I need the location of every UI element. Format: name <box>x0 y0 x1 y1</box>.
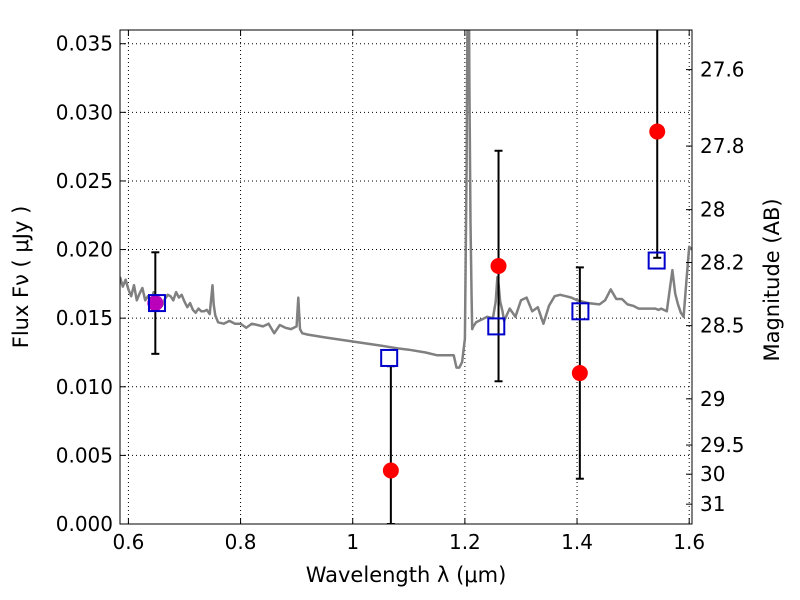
y-tick-label: 0.025 <box>56 169 113 193</box>
x-tick-label: 1.4 <box>561 530 593 554</box>
plot-background <box>120 30 692 524</box>
x-tick-label: 1 <box>346 530 359 554</box>
y-tick-label: 0.000 <box>56 512 113 536</box>
magnitude-axis-ticks: 27.6 27.8 28 28.2 28.5 29 29.5 30 31 <box>686 58 745 516</box>
x-tick-label: 1.6 <box>673 530 705 554</box>
model-point <box>380 348 399 367</box>
magnitude-tick-label: 29.5 <box>700 433 745 457</box>
x-tick-label: 0.8 <box>225 530 257 554</box>
observed-point <box>490 258 507 275</box>
magnitude-tick-label: 29 <box>700 387 725 411</box>
model-points <box>148 251 666 367</box>
model-point <box>647 251 666 270</box>
y-tick-label: 0.030 <box>56 100 113 124</box>
y-tick-label: 0.015 <box>56 306 113 330</box>
magnitude-tick-label: 30 <box>700 462 725 486</box>
y-axis-ticks: 0.000 0.005 0.010 0.015 0.020 0.025 0.030 0.035 <box>56 32 126 536</box>
x-tick-label: 0.6 <box>113 530 145 554</box>
y-tick-label: 0.035 <box>56 32 113 56</box>
magnitude-tick-label: 28 <box>700 198 725 222</box>
model-point <box>571 302 590 321</box>
spectrum-line <box>120 30 692 369</box>
y-tick-label: 0.020 <box>56 238 113 262</box>
y-tick-label: 0.010 <box>56 375 113 399</box>
magnitude-axis-label: Magnitude (AB) <box>760 198 784 361</box>
model-point <box>148 294 167 313</box>
observed-point <box>571 365 588 382</box>
x-axis-label: Wavelength λ (μm) <box>306 563 507 587</box>
magnitude-tick-label: 28.2 <box>700 251 745 275</box>
magnitude-tick-label: 31 <box>700 492 725 516</box>
x-tick-label: 1.2 <box>449 530 481 554</box>
y-tick-label: 0.005 <box>56 443 113 467</box>
magnitude-tick-label: 28.5 <box>700 314 745 338</box>
magnitude-tick-label: 27.8 <box>700 134 745 158</box>
y-axis-label: Flux Fν ( μJy ) <box>9 206 33 349</box>
observed-point <box>649 123 666 140</box>
observed-point <box>147 295 164 312</box>
x-axis-ticks: 0.6 0.8 1 1.2 1.4 1.6 <box>113 30 705 554</box>
model-point <box>487 317 506 336</box>
observed-points <box>147 123 666 479</box>
observed-point <box>382 462 399 479</box>
plot-frame <box>119 29 693 525</box>
magnitude-tick-label: 27.6 <box>700 58 745 82</box>
